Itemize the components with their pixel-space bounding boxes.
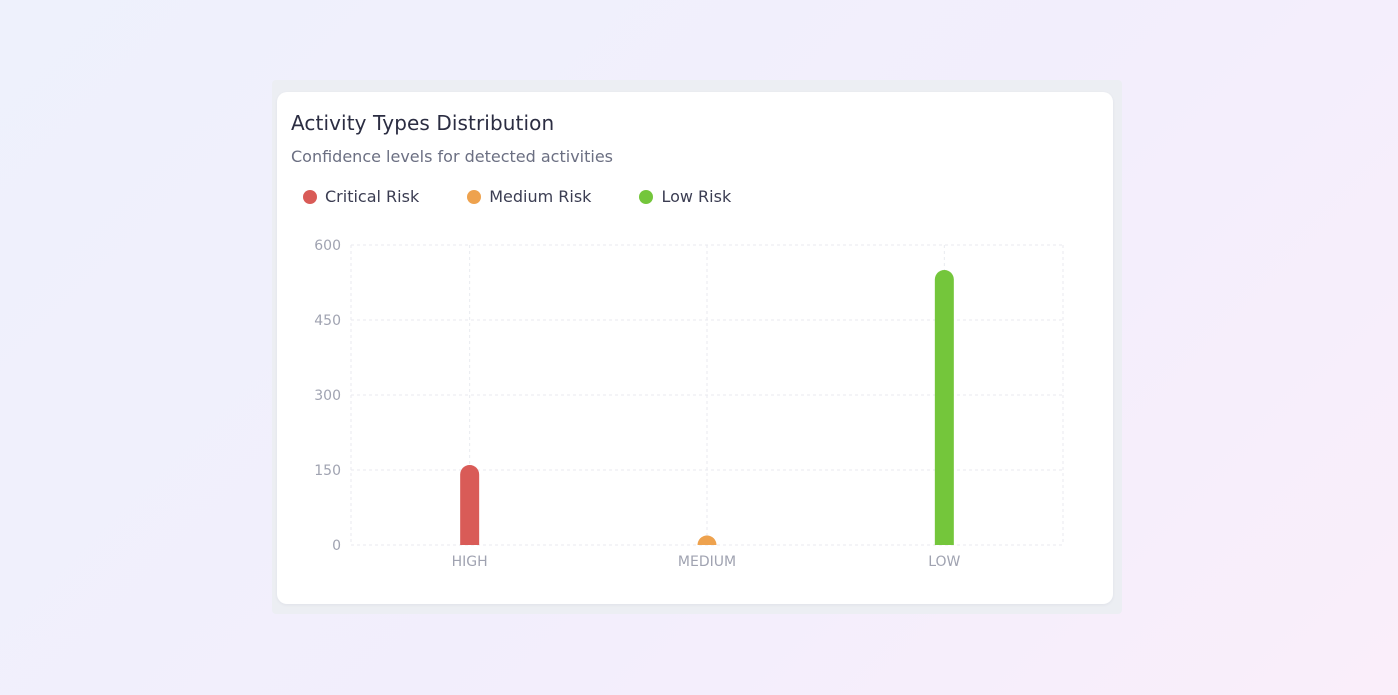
x-tick-label: LOW (928, 554, 960, 570)
legend-dot-medium-risk (467, 189, 482, 204)
y-tick-label: 450 (314, 313, 341, 329)
chart-title: Activity Types Distribution (291, 111, 555, 135)
chart-subtitle: Confidence levels for detected activitie… (291, 147, 614, 166)
legend-dot-low-risk (639, 189, 654, 204)
legend-dot-critical-risk (303, 189, 317, 204)
bar-critical-risk-high[interactable] (460, 465, 480, 545)
x-tick-label: HIGH (452, 554, 488, 570)
bar-low-risk-low[interactable] (934, 270, 954, 545)
legend-label-low-risk: Low Risk (661, 187, 732, 206)
chart-legend: Critical Risk Medium Risk Low Risk (303, 187, 779, 206)
y-tick-label: 150 (314, 463, 341, 479)
legend-label-medium-risk: Medium Risk (489, 187, 592, 206)
x-tick-label: MEDIUM (678, 554, 736, 570)
y-tick-label: 0 (332, 538, 341, 554)
y-tick-label: 300 (314, 388, 341, 404)
legend-item-medium-risk[interactable]: Medium Risk (467, 187, 591, 206)
legend-item-low-risk[interactable]: Low Risk (639, 187, 731, 206)
chart-card: Activity Types Distribution Confidence l… (277, 92, 1113, 604)
bar-medium-risk-medium[interactable] (697, 535, 717, 546)
legend-label-critical-risk: Critical Risk (325, 187, 420, 206)
legend-item-critical-risk[interactable]: Critical Risk (303, 187, 419, 206)
bar-chart: 600 450 300 150 0 HIGH MEDIUM LOW (314, 238, 1064, 570)
y-tick-label: 600 (314, 238, 341, 254)
